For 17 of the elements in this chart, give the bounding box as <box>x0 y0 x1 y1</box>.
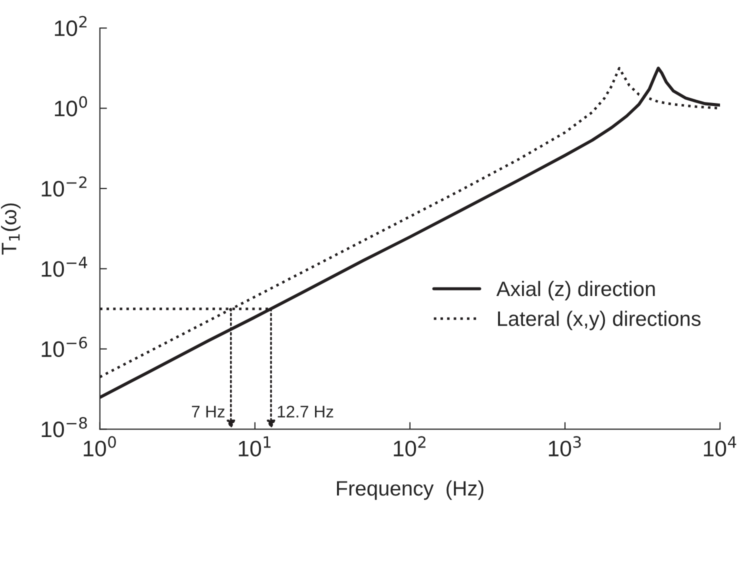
y-tick-label: 10$^{−8}$ <box>42 416 87 438</box>
x-tick-label: 10$^{1}$ <box>238 436 271 456</box>
annotation: 12.7 Hz <box>278 406 334 418</box>
x-tick-label: 10$^{3}$ <box>548 436 581 456</box>
y-tick-label: 10$^{−6}$ <box>42 336 88 358</box>
x-tick-label: 10$^{4}$ <box>704 436 736 456</box>
y-tick-label: 10$^{0}$ <box>54 96 88 116</box>
y-axis-title: T$_{1}$(ω) <box>1 203 21 255</box>
legend-label: Lateral (x,y) directions <box>498 310 701 330</box>
legend-label: Axial (z) direction <box>496 280 655 300</box>
y-tick-label: 10$^{−4}$ <box>42 256 88 277</box>
x-tick-label: 10$^{2}$ <box>394 436 426 456</box>
y-tick-label: 10$^{2}$ <box>54 16 87 36</box>
x-tick-label: 10$^{0}$ <box>84 436 116 456</box>
y-tick-label: 10$^{−2}$ <box>42 176 86 197</box>
x-axis-title: Frequency (Hz) <box>337 480 484 500</box>
annotation: 7 Hz <box>192 406 225 418</box>
